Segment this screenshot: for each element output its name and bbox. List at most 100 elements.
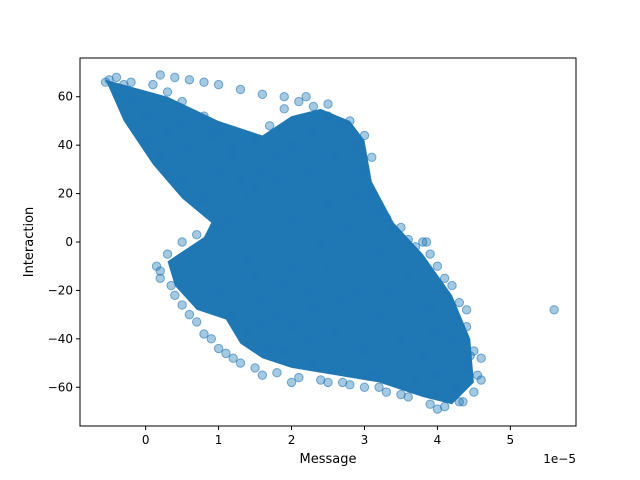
data-point: [286, 261, 297, 271]
x-tick-label: 2: [288, 433, 296, 447]
data-point: [177, 300, 187, 310]
data-point: [308, 358, 319, 368]
data-point: [177, 176, 187, 187]
data-point: [337, 297, 348, 308]
data-point: [155, 70, 165, 80]
data-point: [104, 75, 114, 85]
data-point: [235, 358, 246, 368]
data-point: [228, 140, 238, 150]
data-point: [461, 322, 472, 332]
y-tick-label: 60: [58, 90, 73, 104]
data-point: [279, 92, 289, 102]
data-point: [396, 334, 406, 344]
data-point: [301, 164, 311, 175]
data-point: [425, 249, 435, 259]
data-point: [454, 397, 464, 407]
data-point: [184, 145, 195, 155]
data-point: [272, 309, 282, 320]
data-point: [352, 140, 362, 150]
y-tick-label: 20: [58, 187, 73, 201]
data-point: [367, 188, 377, 199]
data-point: [337, 121, 348, 131]
data-point: [177, 237, 187, 247]
data-point: [374, 249, 384, 259]
data-point: [126, 96, 136, 107]
data-point: [221, 213, 231, 223]
data-point: [254, 297, 264, 308]
data-point: [264, 121, 275, 131]
data-point: [184, 309, 195, 320]
data-point: [476, 353, 486, 363]
data-point: [140, 135, 151, 146]
data-point: [549, 305, 559, 315]
data-point: [330, 329, 340, 339]
data-point: [279, 280, 289, 291]
x-tick-label: 1: [215, 433, 223, 447]
data-point: [345, 116, 355, 126]
data-point: [272, 368, 282, 378]
data-point: [367, 370, 377, 380]
data-point: [199, 193, 209, 204]
data-point: [465, 351, 475, 361]
data-point: [323, 111, 333, 121]
data-point: [162, 128, 173, 138]
data-point: [345, 225, 355, 235]
dense-point-region: [218, 254, 431, 378]
data-point: [337, 363, 348, 373]
data-point: [170, 290, 180, 300]
data-point: [199, 329, 209, 339]
data-point: [359, 164, 370, 175]
data-point: [323, 266, 333, 276]
data-point: [421, 237, 432, 247]
data-point: [264, 346, 275, 356]
data-point: [170, 72, 180, 83]
data-point: [425, 399, 435, 409]
data-point: [243, 193, 253, 204]
points-layer: [100, 70, 559, 414]
data-point: [257, 370, 268, 380]
data-point: [403, 273, 413, 284]
data-point: [192, 317, 202, 327]
data-point: [432, 404, 443, 414]
y-tick-label: −40: [48, 332, 73, 346]
data-point: [294, 96, 304, 107]
data-point: [461, 305, 472, 315]
data-point: [213, 225, 224, 235]
data-point: [199, 77, 209, 87]
data-point: [359, 346, 370, 356]
data-point: [381, 285, 392, 296]
data-point: [308, 305, 319, 315]
data-point: [257, 322, 268, 332]
data-point: [206, 130, 216, 141]
data-point: [250, 184, 260, 194]
data-point: [151, 261, 162, 271]
y-tick-label: −20: [48, 283, 73, 297]
data-point: [301, 334, 311, 344]
data-point: [410, 377, 421, 388]
data-point: [381, 387, 392, 397]
data-point: [213, 79, 224, 90]
data-point: [148, 79, 158, 90]
data-point: [352, 188, 362, 199]
data-point: [316, 237, 326, 247]
data-point: [235, 84, 246, 95]
x-axis-offset-label: 1e−5: [543, 452, 576, 466]
data-point: [388, 363, 399, 373]
data-point: [213, 125, 224, 136]
data-point: [454, 297, 464, 308]
x-axis-ticks: 0 1 2 3 4 5: [142, 426, 514, 447]
data-point: [162, 87, 173, 97]
data-point: [359, 130, 370, 141]
y-tick-label: 40: [58, 138, 73, 152]
data-point: [184, 75, 195, 85]
data-point: [228, 150, 238, 160]
data-point: [213, 343, 224, 354]
data-point: [243, 329, 253, 339]
data-point: [243, 256, 253, 267]
data-point: [279, 104, 289, 114]
data-point: [418, 237, 428, 247]
data-point: [345, 380, 355, 390]
data-point: [301, 92, 311, 102]
y-axis-label: Interaction: [22, 207, 37, 278]
